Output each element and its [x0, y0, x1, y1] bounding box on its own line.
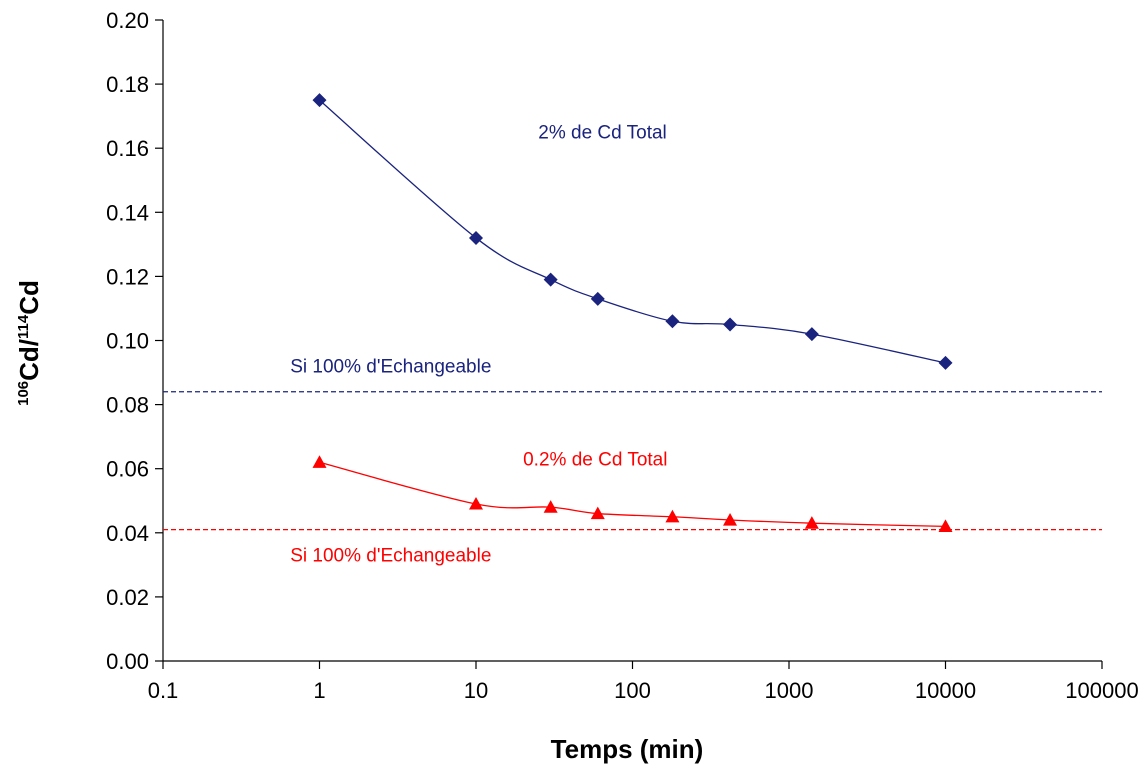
series-1-point	[469, 230, 483, 245]
reference-lines	[163, 391, 1102, 531]
series-1-point	[938, 355, 953, 370]
y-tick-label: 0.06	[106, 457, 149, 482]
x-tick-label: 100000	[1065, 678, 1138, 703]
y-tick-label: 0.20	[106, 8, 149, 33]
x-tick-label: 1000	[765, 678, 814, 703]
series-1-point	[804, 327, 819, 342]
y-axis-title-part2: Cd	[14, 280, 44, 315]
annotation-label: 0.2% de Cd Total	[523, 449, 667, 470]
y-tick-label: 0.12	[106, 264, 149, 289]
y-tick-label: 0.16	[106, 136, 149, 161]
annotations: 2% de Cd Total Si 100% d'Echangeable 0.2% …	[290, 123, 667, 567]
annotation-label: Si 100% d'Echangeable	[290, 546, 491, 567]
x-tick-label: 1	[313, 678, 325, 703]
y-tick-label: 0.14	[106, 200, 149, 225]
y-tick-label: 0.04	[106, 521, 149, 546]
x-tick-label: 10	[464, 678, 488, 703]
y-axis-title: 106Cd/114Cd	[14, 280, 44, 406]
y-tick-label: 0.02	[106, 585, 149, 610]
annotation-label: Si 100% d'Echangeable	[290, 357, 491, 378]
y-axis-title-sup2: 114	[15, 314, 32, 339]
series-2-point	[665, 509, 680, 523]
series-2-point	[723, 512, 738, 526]
y-tick-label: 0.18	[106, 72, 149, 97]
series-1-point	[590, 291, 605, 306]
series-1-point	[543, 272, 558, 287]
series-2-point	[590, 506, 605, 520]
x-axis-title: Temps (min)	[551, 734, 704, 764]
y-tick-label: 0.10	[106, 329, 149, 354]
x-tick-label: 10000	[915, 678, 976, 703]
series-2-point	[312, 455, 327, 468]
x-tick-label: 0.1	[148, 678, 179, 703]
x-tick-label: 100	[614, 678, 651, 703]
series-2-point	[938, 519, 953, 532]
series-1-point	[723, 317, 738, 332]
annotation-label: 2% de Cd Total	[538, 123, 667, 144]
y-tick-label: 0.08	[106, 393, 149, 418]
y-axis-title-sup1: 106	[15, 381, 32, 406]
y-tick-label: 0.00	[106, 649, 149, 674]
series-2-line	[319, 461, 946, 528]
series-1-point	[312, 93, 327, 108]
series-2-point	[469, 496, 483, 510]
series-2-point	[804, 516, 819, 529]
x-axis-ticks: 0.1 1 10 100 1000 10000 100000	[148, 661, 1139, 703]
y-axis-ticks: 0.00 0.02 0.04 0.06 0.08 0.10 0.12 0.14 0.16 0.18…	[106, 8, 163, 674]
y-axis-title-part1: Cd/	[14, 339, 44, 381]
series-2-point	[543, 500, 558, 513]
series-1-point	[665, 314, 680, 329]
series-markers	[312, 93, 953, 532]
